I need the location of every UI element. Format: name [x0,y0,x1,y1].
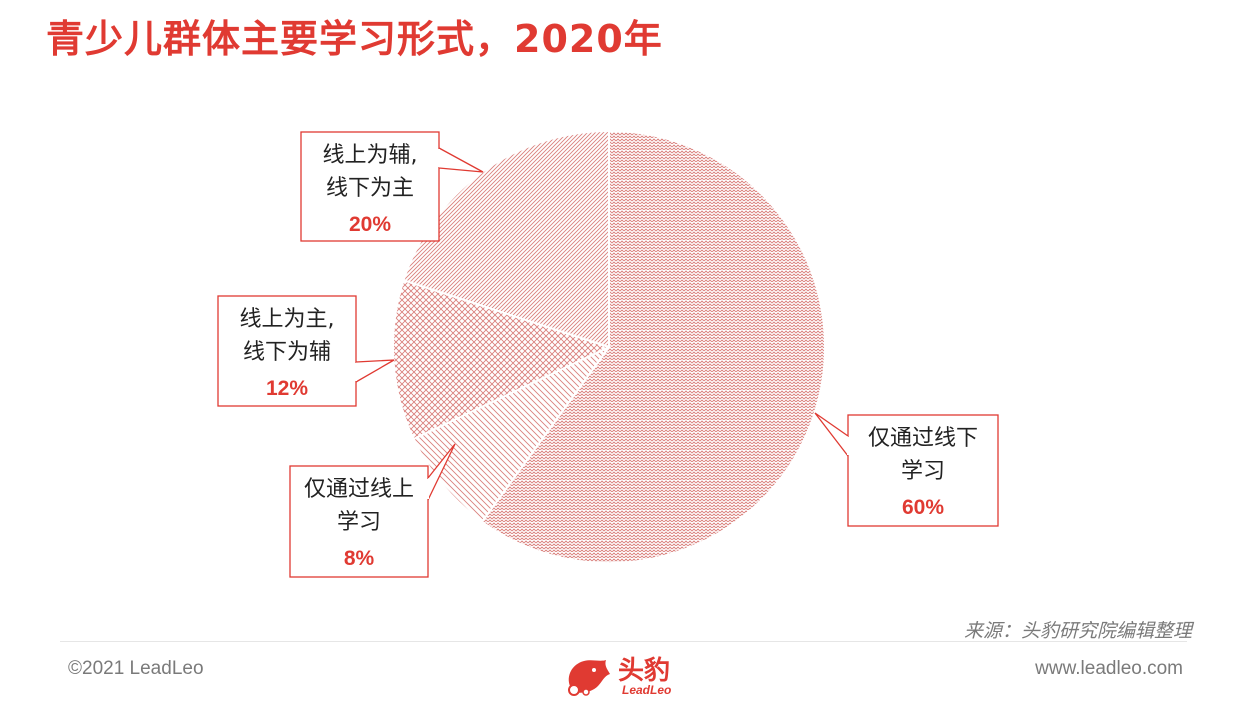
slice-label-line: 线上为辅, [323,143,418,168]
slice-label-line: 学习 [901,459,945,484]
brand-logo: 头豹 LeadLeo [562,648,692,702]
callout-pointer [438,147,484,173]
callout-online-main: 线上为主, 线下为辅 12% [217,295,395,407]
slice-label-line: 仅通过线上 [304,477,414,502]
callout-box [289,465,429,578]
callout-pointer [427,443,456,501]
slice-value-label: 60% [902,496,944,519]
callout-box [847,414,999,527]
callout-box [300,131,440,242]
source-note: 来源：头豹研究院编辑整理 [963,620,1192,642]
footer-divider [60,641,1187,642]
slice-value-label: 20% [349,213,391,236]
slice-online-only [412,346,610,524]
slice-label-line: 仅通过线下 [868,426,978,451]
leopard-head-icon [568,660,610,696]
brand-name-en: LeadLeo [622,683,672,697]
brand-name-cn: 头豹 [618,656,671,686]
slice-offline-only [480,129,826,564]
callout-pointer [355,359,395,383]
slice-label-line: 线上为主, [240,307,335,332]
slice-value-label: 8% [344,547,375,570]
slice-label-line: 线下为主 [326,176,414,201]
callout-box [217,295,357,407]
page-title: 青少儿群体主要学习形式，2020年 [46,17,663,61]
slice-value-label: 12% [266,377,308,400]
slice-label-line: 线下为辅 [243,340,331,365]
pie-chart: 仅通过线下学习60%仅通过线上学习8%线上为主,线下为辅12%线上为辅,线下为主… [217,129,999,578]
callout-pointer [814,412,849,457]
copyright-text: ©2021 LeadLeo [68,658,204,679]
callout-offline-main: 线上为辅, 线下为主 20% [300,131,484,242]
website-link[interactable]: www.leadleo.com [1035,658,1183,679]
slice-label-line: 学习 [337,510,381,535]
